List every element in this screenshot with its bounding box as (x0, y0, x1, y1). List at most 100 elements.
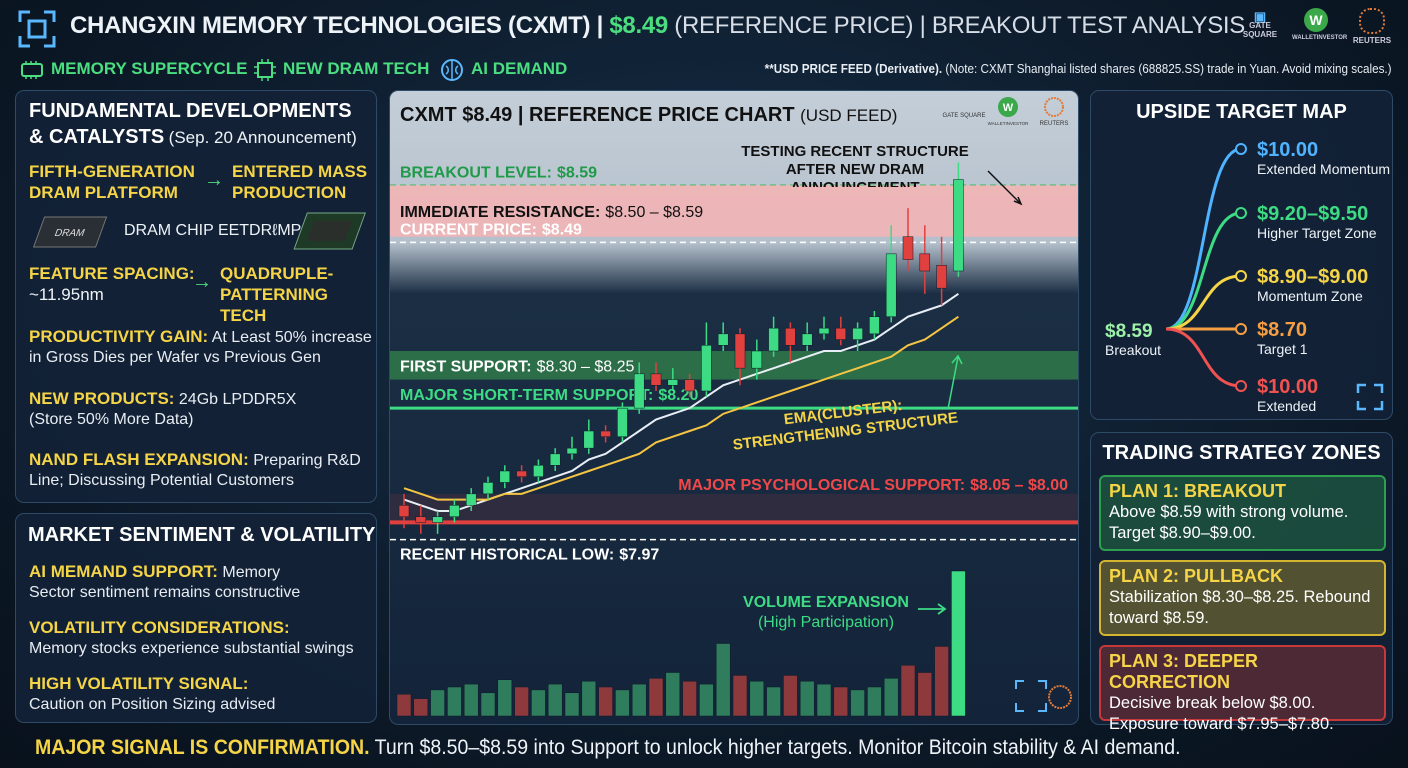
volume-bar (833, 686, 849, 717)
candle-body (398, 505, 410, 517)
volume-bar (480, 692, 496, 717)
strategy-panel: TRADING STRATEGY ZONES PLAN 1: BREAKOUT A… (1090, 432, 1393, 733)
candle-body (533, 465, 544, 477)
volume-bar (951, 570, 966, 717)
panel-title: FUNDAMENTAL DEVELOPMENTS & CATALYSTS (29, 100, 352, 148)
candle-body (549, 453, 561, 466)
panel-title: MARKET SENTIMENT & VOLATILITY (28, 524, 376, 546)
level-label: CURRENT PRICE: $8.49 (400, 221, 582, 238)
fundamental-item: NAND FLASH EXPANSION: Preparing R&D Line… (29, 450, 374, 491)
annotation: TESTING RECENT STRUCTURE AFTER NEW DRAM … (741, 143, 969, 187)
candle-body (516, 470, 527, 477)
level-name: MAJOR SHORT-TERM SUPPORT: (400, 387, 653, 404)
candle-body (617, 407, 628, 437)
candle-body (785, 327, 796, 346)
item-text: Memory stocks experience substantial swi… (29, 640, 354, 657)
item-value: ~11.95nm (29, 285, 104, 304)
volume-bar (732, 675, 748, 717)
graphic (307, 221, 353, 241)
graphic (441, 59, 463, 81)
item-label: AI MEMAND SUPPORT: (29, 562, 218, 581)
origin-label: Breakout (1105, 342, 1161, 358)
volume-bar (799, 680, 815, 717)
graphic (32, 216, 108, 248)
volume-bar (934, 646, 949, 717)
arrow: → (204, 169, 224, 191)
level-label: FIRST SUPPORT: $8.30 – $8.25 (400, 358, 635, 375)
candle-body (801, 333, 813, 346)
target-node (1235, 380, 1247, 392)
target-curve (1165, 327, 1242, 388)
level-name: RECENT HISTORICAL LOW: (400, 547, 614, 564)
source-logo: ▣ GATE SQUARE (1240, 9, 1280, 39)
item-label: VOLATILITY CONSIDERATIONS: (29, 618, 290, 637)
target-curve (1165, 211, 1242, 331)
volume-bar (514, 686, 529, 717)
logo-glyph (1359, 8, 1385, 34)
candle-body (852, 327, 863, 340)
source-name: GATE SQUARE (943, 113, 986, 119)
note-lead: **USD PRICE FEED (Derivative). (765, 61, 943, 76)
graphic (445, 61, 459, 79)
volume-bar (413, 698, 429, 717)
volume-bars (396, 570, 966, 717)
panel-title: UPSIDE TARGET MAP (1136, 101, 1347, 123)
candle-body (919, 253, 931, 272)
candle-body (566, 447, 578, 455)
graphic (18, 10, 56, 48)
source-icon: W (1003, 102, 1014, 114)
logo-icon (18, 10, 56, 48)
source-name: REUTERS (1352, 36, 1392, 45)
source-name: WALLETINVESTOR (988, 121, 1030, 126)
volume-bar (396, 694, 412, 717)
candle-body (885, 253, 897, 317)
plan-title: PLAN 2: PULLBACK (1109, 566, 1283, 586)
watermark-icon (1048, 685, 1072, 709)
separator: | (596, 12, 604, 39)
candle-body (633, 373, 645, 409)
chip-mark: DRAM (53, 228, 86, 239)
source-name: WALLETINVESTOR (1292, 35, 1348, 41)
level-name: CURRENT PRICE: (400, 221, 537, 238)
level-price: $8.50 – $8.59 (605, 204, 703, 221)
header-title: CHANGXIN MEMORY TECHNOLOGIES (CXMT) | $8… (70, 12, 1245, 40)
tag-icon (441, 59, 463, 81)
candle-body (684, 379, 695, 392)
candle-body (432, 516, 443, 523)
volume-bar (867, 686, 882, 717)
source-icon-bg (998, 97, 1018, 117)
volume-bar (463, 683, 479, 717)
price-chart: CXMT $8.49 | REFERENCE PRICE CHART (USD … (390, 97, 1078, 717)
item-label: ENTERED MASS PRODUCTION (232, 162, 368, 202)
level-label: MAJOR SHORT-TERM SUPPORT: $8.20 (400, 387, 698, 404)
item-label: PRODUCTIVITY GAIN: (29, 327, 209, 346)
level-name: FIRST SUPPORT: (400, 358, 532, 375)
volume-bar (665, 672, 681, 717)
level-label: BREAKOUT LEVEL: $8.59 (400, 164, 597, 181)
graphic (25, 61, 37, 79)
volume-bar (816, 683, 832, 717)
ema-lines (403, 293, 959, 512)
watermark-icon (1015, 680, 1047, 712)
plan-box: PLAN 2: PULLBACK Stabilization $8.30–$8.2… (1099, 560, 1386, 636)
candle-body (600, 430, 611, 437)
logo-glyph: ▣ (1253, 9, 1267, 24)
item-label: NAND FLASH EXPANSION: (29, 450, 249, 469)
graphic (1356, 383, 1384, 411)
volume-bar (883, 678, 899, 717)
volume-bar (497, 679, 513, 717)
target-label: Target 1 (1257, 341, 1308, 357)
annotation-arrow (947, 354, 963, 410)
fundamental-item: NEW PRODUCTS: 24Gb LPDDR5X (Store 50% Mo… (29, 389, 329, 430)
candle-body (449, 505, 460, 517)
levels: BREAKOUT LEVEL: $8.59 IMMEDIATE RESISTANCE… (390, 164, 1078, 564)
annotation-arrow-head (1013, 196, 1023, 206)
level-band (390, 351, 1078, 380)
item-text: Preparing R&D Line; Discussing Potential… (29, 452, 361, 489)
candle-body (650, 373, 662, 386)
item-text: Caution on Position Sizing advised (29, 696, 276, 713)
arrow: → (192, 271, 212, 293)
chart-title-main: CXMT $8.49 | REFERENCE PRICE CHART (400, 104, 795, 126)
